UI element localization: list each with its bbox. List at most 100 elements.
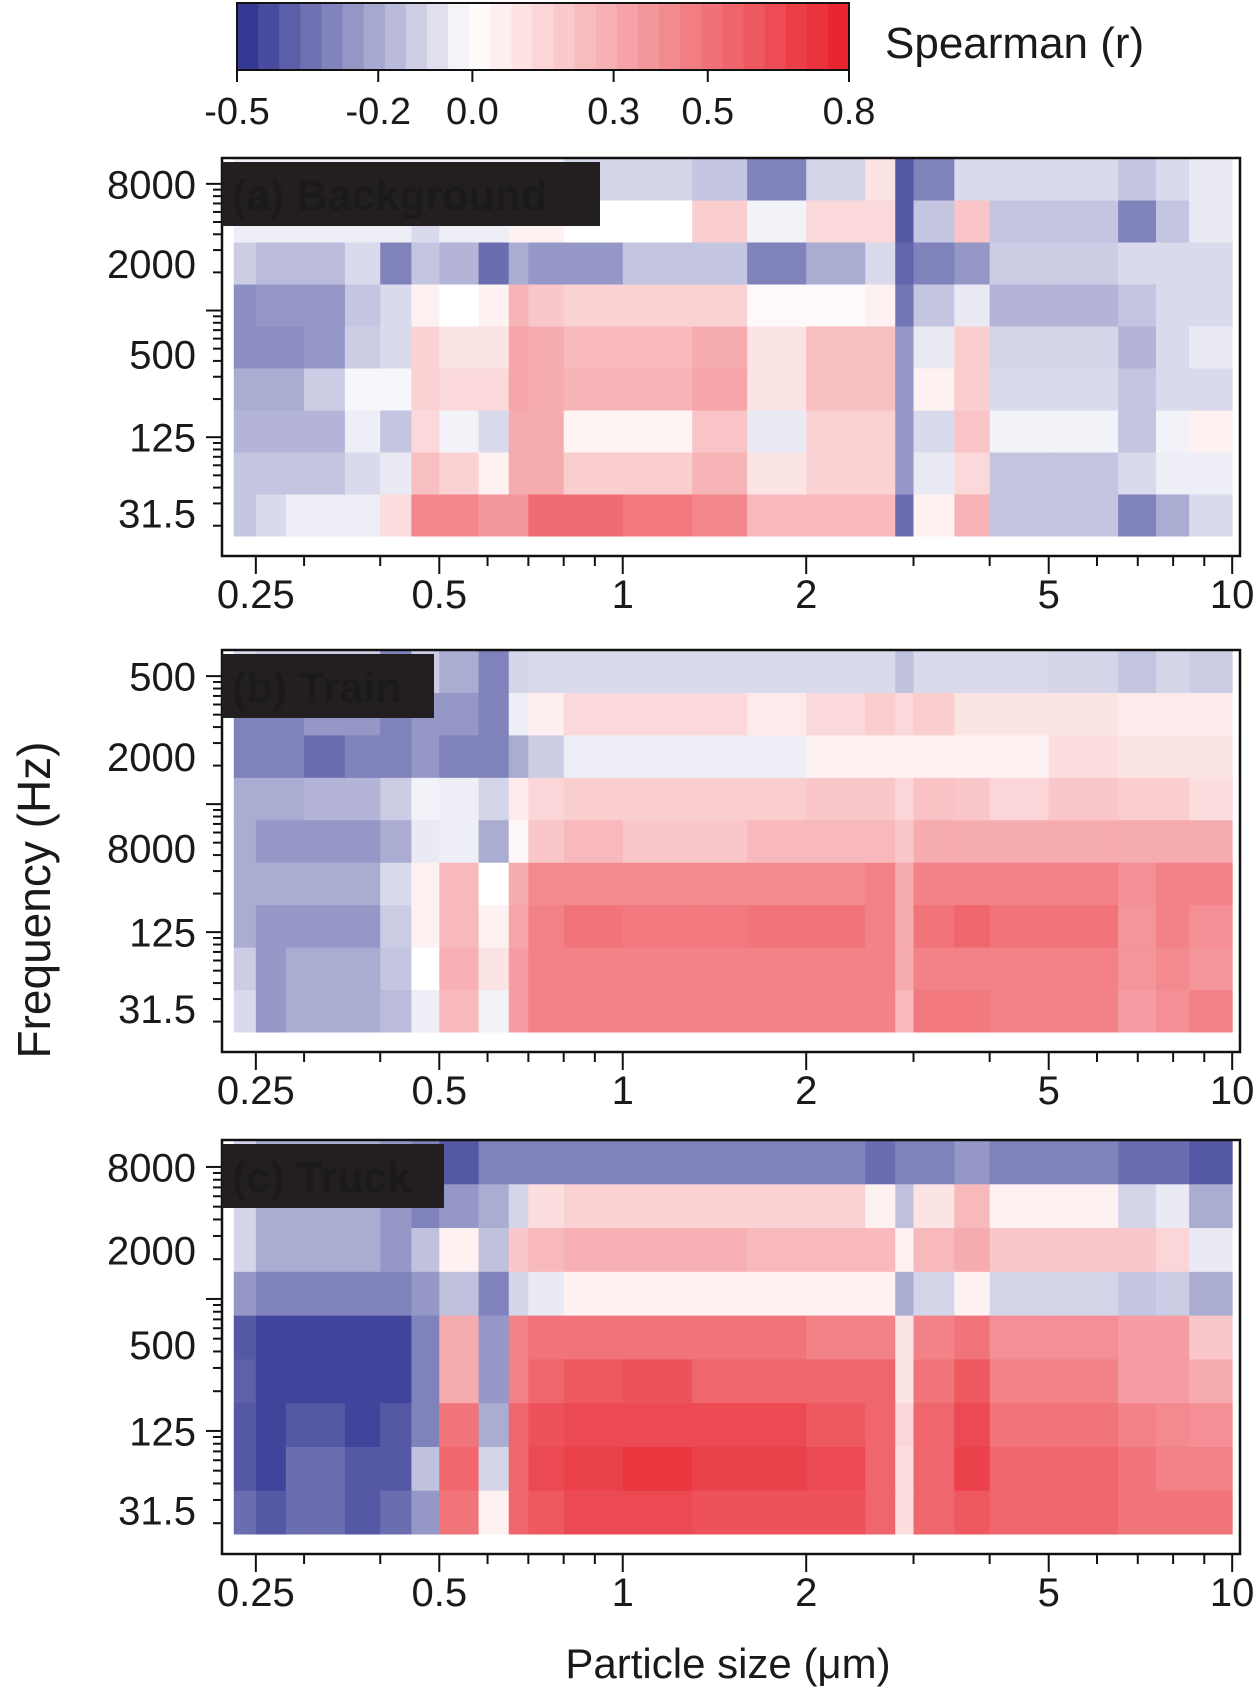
heatmap-cell xyxy=(1156,777,1190,821)
heatmap-cell xyxy=(304,326,346,369)
heatmap-cell xyxy=(255,368,287,411)
heatmap-cell xyxy=(380,452,412,495)
heatmap-cell xyxy=(255,989,287,1033)
heatmap-cell xyxy=(1189,1227,1233,1272)
heatmap-cell xyxy=(411,242,440,285)
heatmap-cell xyxy=(304,989,346,1033)
heatmap-cell xyxy=(439,989,480,1033)
heatmap-cell xyxy=(233,1446,257,1491)
heatmap-cell xyxy=(478,650,510,693)
heatmap-cell xyxy=(528,904,565,948)
heatmap-cell xyxy=(478,494,510,537)
heatmap-cell xyxy=(895,947,915,991)
heatmap-cell xyxy=(913,1490,955,1535)
heatmap-cell xyxy=(1048,777,1119,821)
heatmap-cell xyxy=(895,452,915,495)
heatmap-cell xyxy=(304,1227,346,1272)
heatmap-cell xyxy=(865,1271,896,1316)
heatmap-cell xyxy=(913,989,955,1033)
heatmap-cell xyxy=(478,692,510,736)
colorbar-swatch xyxy=(553,3,576,70)
heatmap-cell xyxy=(895,410,915,453)
heatmap-cell xyxy=(285,989,305,1033)
heatmap-cell xyxy=(1048,284,1119,327)
heatmap-cell xyxy=(478,1490,510,1535)
heatmap-cell xyxy=(954,1315,991,1360)
heatmap-cell xyxy=(285,1271,305,1316)
heatmap-cell xyxy=(304,819,346,863)
y-tick-label: 125 xyxy=(129,912,196,956)
colorbar: -0.5 -0.2 0.0 0.3 0.5 0.8 Spearman (r) xyxy=(204,2,1144,133)
heatmap-cell xyxy=(622,158,693,201)
heatmap-cell xyxy=(233,1358,257,1404)
heatmap-cell xyxy=(622,819,693,863)
heatmap-cell xyxy=(989,989,1050,1033)
heatmap-cell xyxy=(954,1402,991,1447)
heatmap-cell xyxy=(439,777,480,821)
heatmap-cell xyxy=(692,1446,748,1491)
panel-title: (c) Truck xyxy=(232,1154,411,1202)
heatmap-cell xyxy=(1118,1490,1157,1535)
heatmap-cell xyxy=(1118,1271,1157,1316)
heatmap-cell xyxy=(954,1183,991,1229)
heatmap-cell xyxy=(528,242,565,285)
heatmap-cell xyxy=(528,989,565,1033)
heatmap-cell xyxy=(1189,1402,1233,1447)
heatmap-cell xyxy=(528,1183,565,1229)
heatmap-cell xyxy=(865,1315,896,1360)
heatmap-cell xyxy=(528,494,565,537)
heatmap-cell xyxy=(233,777,257,821)
heatmap-cell xyxy=(747,1140,807,1185)
heatmap-cell xyxy=(747,410,807,453)
heatmap-cell xyxy=(806,368,866,411)
colorbar-swatch xyxy=(363,3,386,70)
heatmap-cell xyxy=(285,494,305,537)
y-tick-label: 2000 xyxy=(107,1229,196,1273)
heatmap-cell xyxy=(622,1271,693,1316)
heatmap-cell xyxy=(380,284,412,327)
heatmap-cell xyxy=(304,1402,346,1447)
heatmap-cell xyxy=(913,819,955,863)
heatmap-cell xyxy=(508,1490,529,1535)
heatmap-cell xyxy=(478,1183,510,1229)
y-tick-label: 500 xyxy=(129,656,196,700)
heatmap-cell xyxy=(895,1183,915,1229)
heatmap-cell xyxy=(1118,862,1157,906)
heatmap-cell xyxy=(622,326,693,369)
heatmap-cell xyxy=(304,242,346,285)
heatmap-cell xyxy=(233,494,257,537)
heatmap-cell xyxy=(563,1315,624,1360)
colorbar-tick-label: 0.0 xyxy=(446,91,499,133)
heatmap-cell xyxy=(508,410,529,453)
heatmap-cell xyxy=(747,1490,807,1535)
heatmap-cell xyxy=(563,1402,624,1447)
heatmap-cell xyxy=(344,326,381,369)
heatmap-cell xyxy=(1156,1490,1190,1535)
heatmap-cell xyxy=(508,947,529,991)
x-axis-label: Particle size (μm) xyxy=(565,1640,890,1687)
heatmap-cell xyxy=(1048,410,1119,453)
colorbar-swatch xyxy=(722,3,745,70)
heatmap-cell xyxy=(806,1490,866,1535)
heatmap-cell xyxy=(439,734,480,778)
colorbar-swatch xyxy=(384,3,407,70)
heatmap-cell xyxy=(865,1140,896,1185)
heatmap-cell xyxy=(380,368,412,411)
heatmap-cell xyxy=(622,650,693,693)
heatmap-cell xyxy=(692,1183,748,1229)
heatmap-cell xyxy=(1156,1402,1190,1447)
y-tick-label: 500 xyxy=(129,1324,196,1368)
heatmap-cell xyxy=(1189,777,1233,821)
x-tick-label: 2 xyxy=(795,1069,817,1113)
heatmap-cell xyxy=(439,692,480,736)
heatmap-cell xyxy=(1118,326,1157,369)
heatmap-cell xyxy=(865,1183,896,1229)
heatmap-cell xyxy=(411,284,440,327)
heatmap-cell xyxy=(747,494,807,537)
heatmap-cell xyxy=(563,410,624,453)
heatmap-cell xyxy=(989,904,1050,948)
heatmap-cell xyxy=(747,242,807,285)
heatmap-cell xyxy=(1048,1358,1119,1404)
heatmap-cell xyxy=(913,1227,955,1272)
